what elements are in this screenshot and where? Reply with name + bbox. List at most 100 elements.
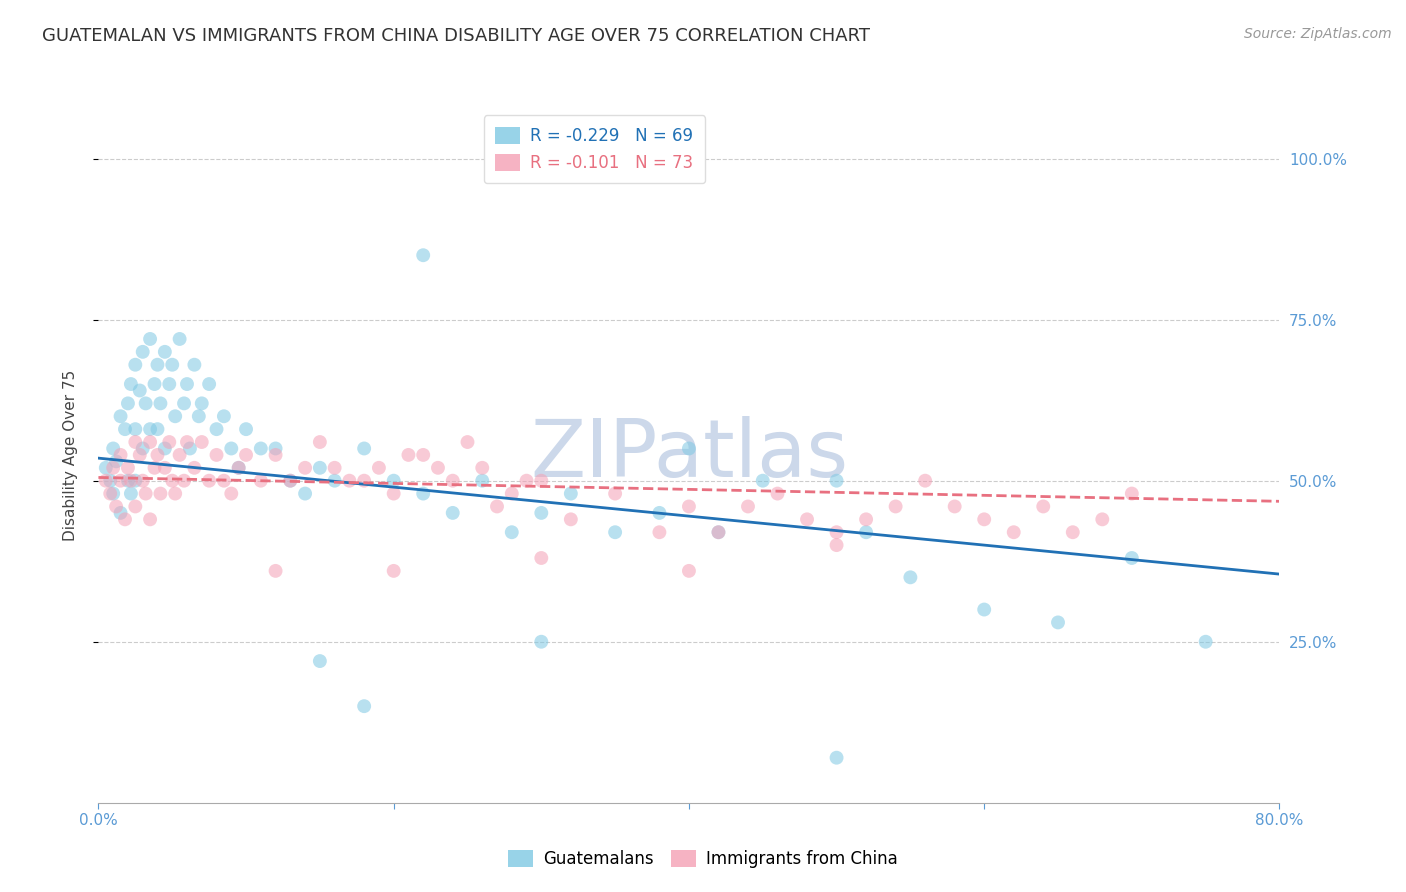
Point	[648, 506, 671, 520]
Point	[94, 460, 117, 475]
Point	[205, 448, 228, 462]
Point	[530, 506, 553, 520]
Point	[198, 474, 221, 488]
Point	[1002, 525, 1025, 540]
Point	[1195, 634, 1218, 648]
Point	[139, 512, 162, 526]
Point	[128, 384, 150, 398]
Point	[323, 474, 346, 488]
Point	[139, 422, 162, 436]
Point	[139, 332, 162, 346]
Point	[117, 396, 139, 410]
Point	[280, 474, 302, 488]
Point	[143, 377, 166, 392]
Point	[1046, 615, 1070, 630]
Point	[501, 525, 523, 540]
Point	[973, 602, 995, 616]
Point	[149, 396, 172, 410]
Point	[368, 460, 391, 475]
Point	[707, 525, 730, 540]
Point	[120, 474, 142, 488]
Point	[191, 396, 214, 410]
Point	[766, 486, 789, 500]
Legend: R = -0.229   N = 69, R = -0.101   N = 73: R = -0.229 N = 69, R = -0.101 N = 73	[484, 115, 706, 184]
Point	[353, 474, 375, 488]
Point	[135, 486, 157, 500]
Point	[124, 422, 146, 436]
Point	[412, 248, 434, 262]
Legend: Guatemalans, Immigrants from China: Guatemalans, Immigrants from China	[502, 843, 904, 875]
Point	[149, 486, 172, 500]
Point	[110, 474, 132, 488]
Point	[98, 486, 121, 500]
Text: GUATEMALAN VS IMMIGRANTS FROM CHINA DISABILITY AGE OVER 75 CORRELATION CHART: GUATEMALAN VS IMMIGRANTS FROM CHINA DISA…	[42, 27, 870, 45]
Point	[323, 460, 346, 475]
Point	[294, 486, 316, 500]
Point	[212, 409, 235, 424]
Point	[855, 512, 877, 526]
Point	[427, 460, 450, 475]
Point	[114, 512, 136, 526]
Point	[198, 377, 221, 392]
Point	[124, 500, 146, 514]
Point	[110, 448, 132, 462]
Point	[486, 500, 509, 514]
Point	[353, 699, 375, 714]
Point	[825, 538, 848, 552]
Point	[128, 448, 150, 462]
Point	[235, 422, 257, 436]
Point	[94, 474, 117, 488]
Point	[678, 564, 700, 578]
Point	[228, 460, 250, 475]
Point	[973, 512, 995, 526]
Text: ZIPatlas: ZIPatlas	[530, 416, 848, 494]
Point	[146, 448, 169, 462]
Point	[98, 474, 121, 488]
Point	[176, 435, 198, 450]
Point	[191, 435, 214, 450]
Point	[110, 409, 132, 424]
Point	[132, 474, 155, 488]
Point	[1121, 486, 1143, 500]
Point	[752, 474, 775, 488]
Point	[117, 460, 139, 475]
Point	[162, 474, 183, 488]
Point	[235, 448, 257, 462]
Point	[1121, 551, 1143, 566]
Point	[179, 442, 201, 456]
Point	[339, 474, 361, 488]
Point	[110, 506, 132, 520]
Point	[516, 474, 538, 488]
Point	[530, 634, 553, 648]
Point	[165, 486, 187, 500]
Point	[884, 500, 907, 514]
Point	[153, 460, 176, 475]
Point	[707, 525, 730, 540]
Point	[457, 435, 479, 450]
Point	[135, 396, 157, 410]
Point	[1091, 512, 1114, 526]
Point	[187, 409, 209, 424]
Point	[471, 460, 494, 475]
Point	[309, 460, 332, 475]
Point	[605, 486, 627, 500]
Point	[943, 500, 966, 514]
Point	[1062, 525, 1084, 540]
Point	[228, 460, 250, 475]
Point	[105, 500, 128, 514]
Point	[605, 525, 627, 540]
Point	[124, 435, 146, 450]
Point	[441, 474, 464, 488]
Point	[165, 409, 187, 424]
Point	[212, 474, 235, 488]
Point	[382, 486, 405, 500]
Point	[412, 448, 434, 462]
Y-axis label: Disability Age Over 75: Disability Age Over 75	[63, 369, 77, 541]
Point	[153, 344, 176, 359]
Point	[173, 474, 195, 488]
Point	[183, 358, 205, 372]
Point	[678, 442, 700, 456]
Point	[501, 486, 523, 500]
Point	[153, 442, 176, 456]
Point	[309, 435, 332, 450]
